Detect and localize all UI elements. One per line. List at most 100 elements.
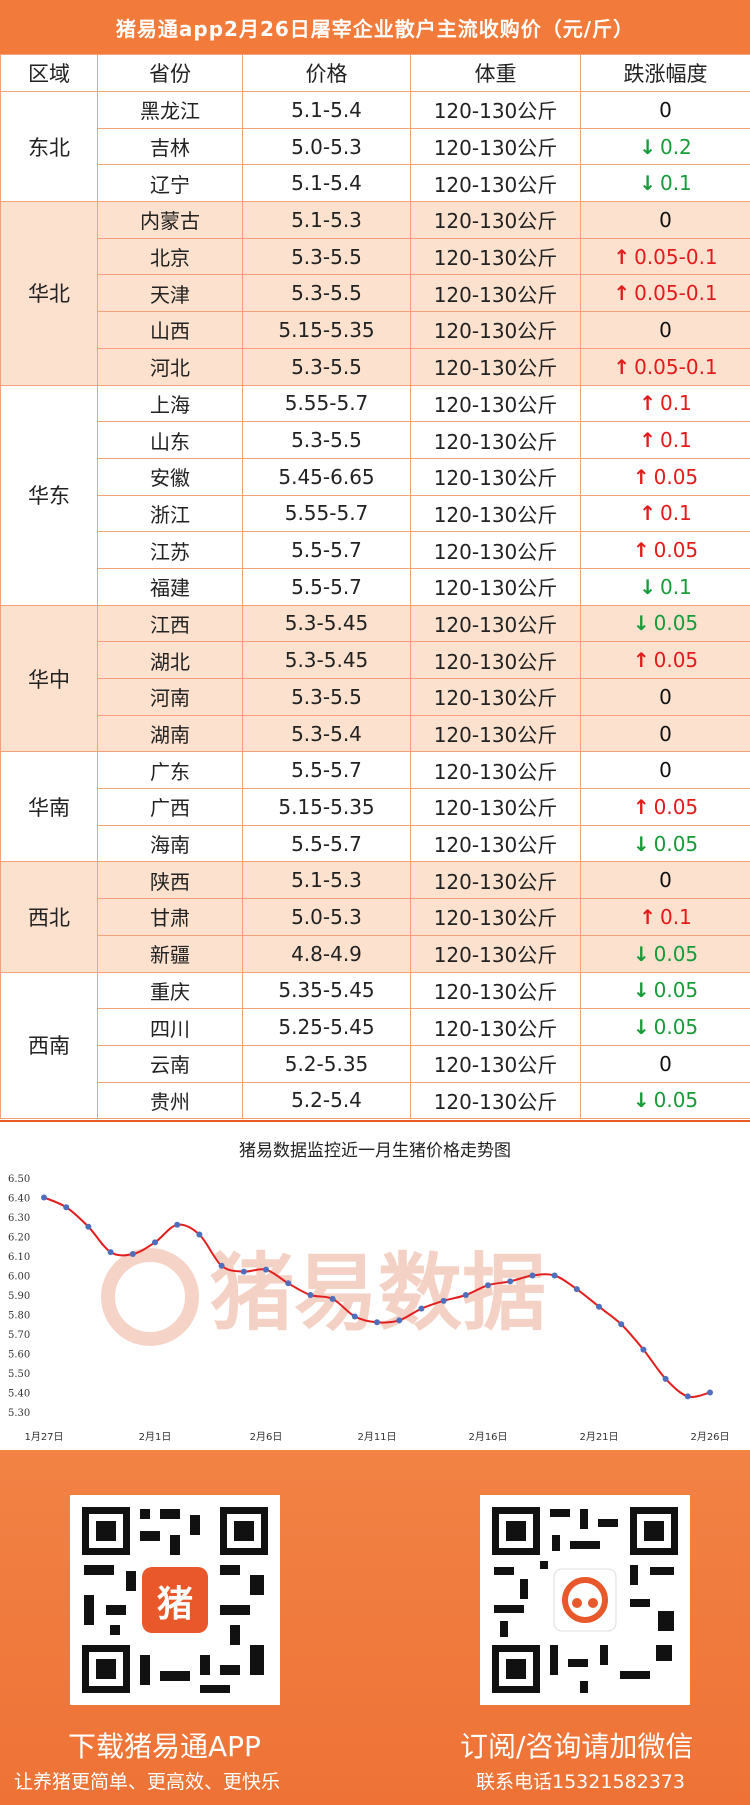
province-cell: 河北	[97, 347, 243, 386]
province-cell: 江西	[97, 604, 243, 643]
data-point	[573, 1286, 580, 1293]
change-cell: ↓ 0.1	[580, 164, 750, 203]
change-cell: ↓ 0.05	[580, 971, 750, 1010]
watermark-text: 猪易数据	[210, 1244, 546, 1342]
arrow-up-icon: ↑	[639, 501, 656, 526]
change-cell: ↑ 0.05-0.1	[580, 347, 750, 386]
price-cell: 5.55-5.7	[242, 384, 411, 423]
x-tick-label: 1月27日	[24, 1431, 63, 1443]
change-cell: 0	[580, 1044, 750, 1083]
weight-cell: 120-130公斤	[410, 714, 581, 753]
province-cell: 重庆	[97, 971, 243, 1010]
arrow-up-icon: ↑	[639, 904, 656, 929]
weight-cell: 120-130公斤	[410, 384, 581, 423]
weight-cell: 120-130公斤	[410, 421, 581, 459]
price-cell: 5.5-5.7	[242, 824, 411, 863]
change-cell: ↓ 0.05	[580, 604, 750, 643]
page-title: 猪易通app2月26日屠宰企业散户主流收购价（元/斤）	[0, 0, 750, 54]
change-value: 0.05	[653, 794, 699, 819]
table-row: 北京 5.3-5.5 120-130公斤 ↑ 0.05-0.1	[1, 237, 750, 276]
contact-phone: 联系电话15321582373	[476, 1771, 685, 1793]
weight-cell: 120-130公斤	[410, 164, 581, 203]
data-point	[41, 1194, 47, 1201]
data-point	[618, 1321, 625, 1328]
table-row: 贵州 5.2-5.4 120-130公斤 ↓ 0.05	[1, 1081, 750, 1120]
change-cell: 0	[580, 751, 750, 790]
x-tick-label: 2月26日	[690, 1431, 729, 1443]
change-cell: 0	[580, 714, 750, 753]
province-cell: 上海	[97, 384, 243, 423]
data-point	[196, 1231, 203, 1238]
region-cell: 华北	[0, 201, 98, 386]
change-value: 0.1	[659, 574, 692, 599]
weight-cell: 120-130公斤	[410, 457, 581, 496]
table-row: 江苏 5.5-5.7 120-130公斤 ↑ 0.05	[1, 531, 750, 569]
download-app-slogan: 让养猪更简单、更高效、更快乐	[14, 1771, 281, 1793]
change-value: 0.1	[659, 428, 692, 453]
province-cell: 贵州	[97, 1081, 243, 1120]
qr-left-pattern	[80, 1505, 270, 1695]
change-value: 0.05	[653, 648, 699, 673]
weight-cell: 120-130公斤	[410, 934, 581, 973]
change-cell: ↑ 0.1	[580, 494, 750, 533]
data-point	[418, 1305, 425, 1312]
change-value: 0.05	[653, 611, 699, 636]
change-cell: ↑ 0.1	[580, 384, 750, 423]
weight-cell: 120-130公斤	[410, 1044, 581, 1083]
weight-cell: 120-130公斤	[410, 678, 581, 716]
price-cell: 5.5-5.7	[242, 531, 411, 569]
weight-cell: 120-130公斤	[410, 1081, 581, 1120]
province-cell: 福建	[97, 567, 243, 606]
y-tick-label: 6.40	[8, 1194, 30, 1205]
header-region: 区域	[0, 54, 98, 92]
change-value: 0	[659, 1051, 672, 1076]
price-cell: 5.1-5.4	[242, 164, 411, 203]
y-tick-label: 5.90	[8, 1291, 30, 1302]
change-cell: 0	[580, 678, 750, 716]
change-value: 0	[659, 721, 672, 746]
wechat-contact-title: 订阅/咨询请加微信	[460, 1730, 694, 1763]
arrow-down-icon: ↓	[639, 574, 656, 599]
change-cell: 0	[580, 861, 750, 900]
table-header-row: 区域 省份 价格 体重 跌涨幅度	[0, 54, 750, 92]
x-tick-label: 2月21日	[579, 1431, 618, 1443]
change-value: 0.05	[653, 538, 699, 563]
table-row: 海南 5.5-5.7 120-130公斤 ↓ 0.05	[1, 824, 750, 863]
price-table-container: 区域 省份 价格 体重 跌涨幅度 东北 黑龙江 5.1-5.4 120-130公斤 0 吉…	[0, 54, 750, 1120]
data-point	[662, 1375, 669, 1382]
table-row: 山西 5.15-5.35 120-130公斤 0	[1, 311, 750, 349]
change-value: 0.1	[659, 904, 692, 929]
table-row: 广西 5.15-5.35 120-130公斤 ↑ 0.05	[1, 788, 750, 826]
arrow-up-icon: ↑	[632, 794, 650, 819]
table-row: 华中 江西 5.3-5.45 120-130公斤 ↓ 0.05	[0, 604, 750, 753]
header-province: 省份	[97, 54, 243, 92]
change-value: 0	[659, 317, 672, 342]
weight-cell: 120-130公斤	[410, 861, 581, 900]
price-cell: 5.45-6.65	[242, 457, 411, 496]
change-cell: ↑ 0.1	[580, 421, 750, 459]
weight-cell: 120-130公斤	[410, 311, 581, 349]
change-value: 0.05	[653, 941, 699, 966]
change-cell: ↓ 0.05	[580, 1081, 750, 1120]
change-value: 0.05	[653, 1088, 699, 1113]
weight-cell: 120-130公斤	[410, 201, 581, 239]
header-change: 跌涨幅度	[580, 54, 750, 92]
data-point	[351, 1313, 358, 1320]
data-point	[529, 1272, 536, 1279]
data-point	[440, 1297, 447, 1304]
region-cell: 华南	[0, 751, 98, 863]
table-row: 辽宁 5.1-5.4 120-130公斤 ↓ 0.1	[1, 164, 750, 203]
table-row: 西南 重庆 5.35-5.45 120-130公斤 ↓ 0.05	[0, 971, 750, 1120]
table-row: 天津 5.3-5.5 120-130公斤 ↑ 0.05-0.1	[1, 274, 750, 313]
download-qr-code: 猪	[70, 1495, 280, 1705]
price-cell: 5.3-5.5	[242, 678, 411, 716]
weight-cell: 120-130公斤	[410, 494, 581, 533]
change-cell: ↓ 0.05	[580, 824, 750, 863]
price-cell: 5.2-5.4	[242, 1081, 411, 1120]
data-point	[107, 1249, 114, 1256]
change-cell: ↑ 0.1	[580, 898, 750, 936]
price-cell: 5.25-5.45	[242, 1008, 411, 1046]
weight-cell: 120-130公斤	[410, 751, 581, 790]
chart-title: 猪易数据监控近一月生猪价格走势图	[239, 1141, 511, 1161]
price-cell: 5.15-5.35	[242, 311, 411, 349]
